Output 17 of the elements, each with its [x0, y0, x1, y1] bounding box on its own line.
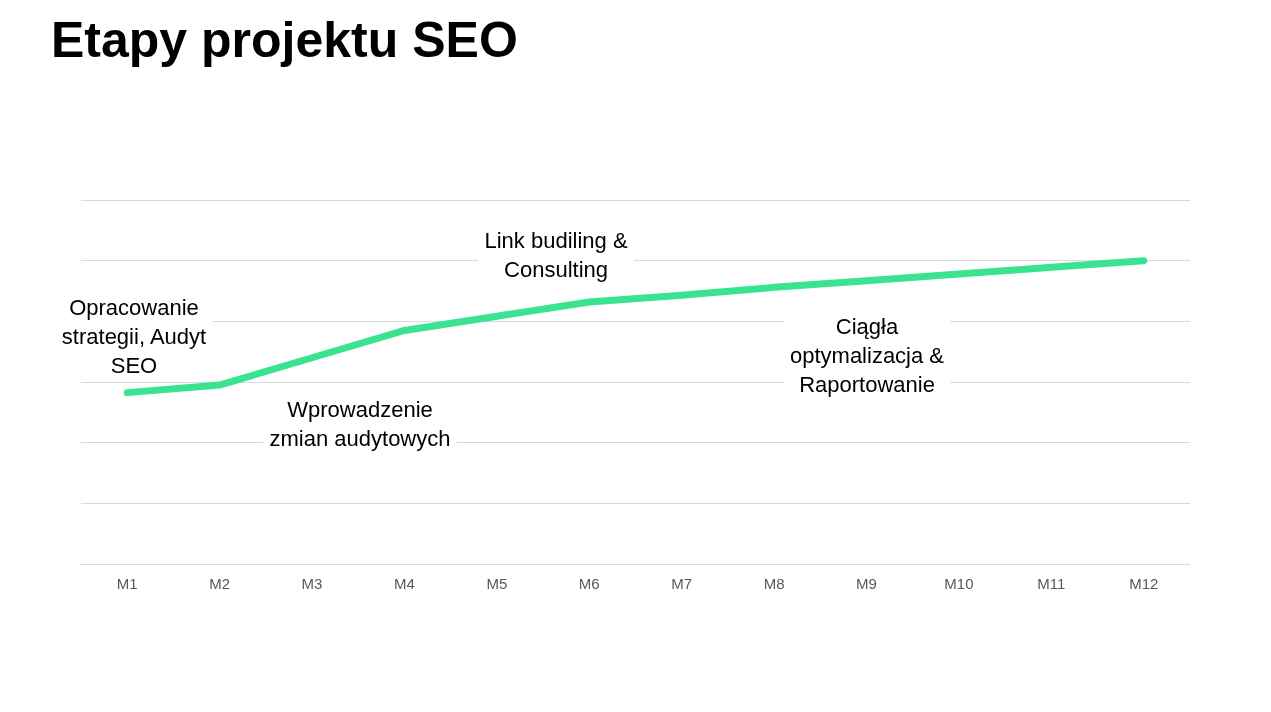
annotation: Wprowadzenie zmian audytowych: [269, 397, 451, 451]
annotation: Opracowanie strategii, Audyt SEO: [61, 294, 207, 378]
x-tick-label: M8: [763, 575, 785, 592]
annotation: Link budiling & Consulting: [484, 228, 628, 282]
x-tick-label: M2: [209, 575, 231, 592]
x-tick-label: M6: [578, 575, 600, 592]
annotation: Ciągła optymalizacja & Raportowanie: [789, 313, 945, 397]
x-tick-label: M11: [1037, 575, 1066, 592]
x-tick-label: M10: [944, 575, 974, 592]
x-tick-label: M7: [671, 575, 693, 592]
x-tick-label: M3: [301, 575, 323, 592]
x-tick-label: M1: [116, 575, 138, 592]
x-tick-label: M12: [1129, 575, 1159, 592]
x-tick-label: M5: [486, 575, 508, 592]
x-tick-label: M9: [856, 575, 877, 592]
x-tick-label: M4: [394, 575, 415, 592]
chart-title: Etapy projektu SEO: [51, 12, 518, 68]
